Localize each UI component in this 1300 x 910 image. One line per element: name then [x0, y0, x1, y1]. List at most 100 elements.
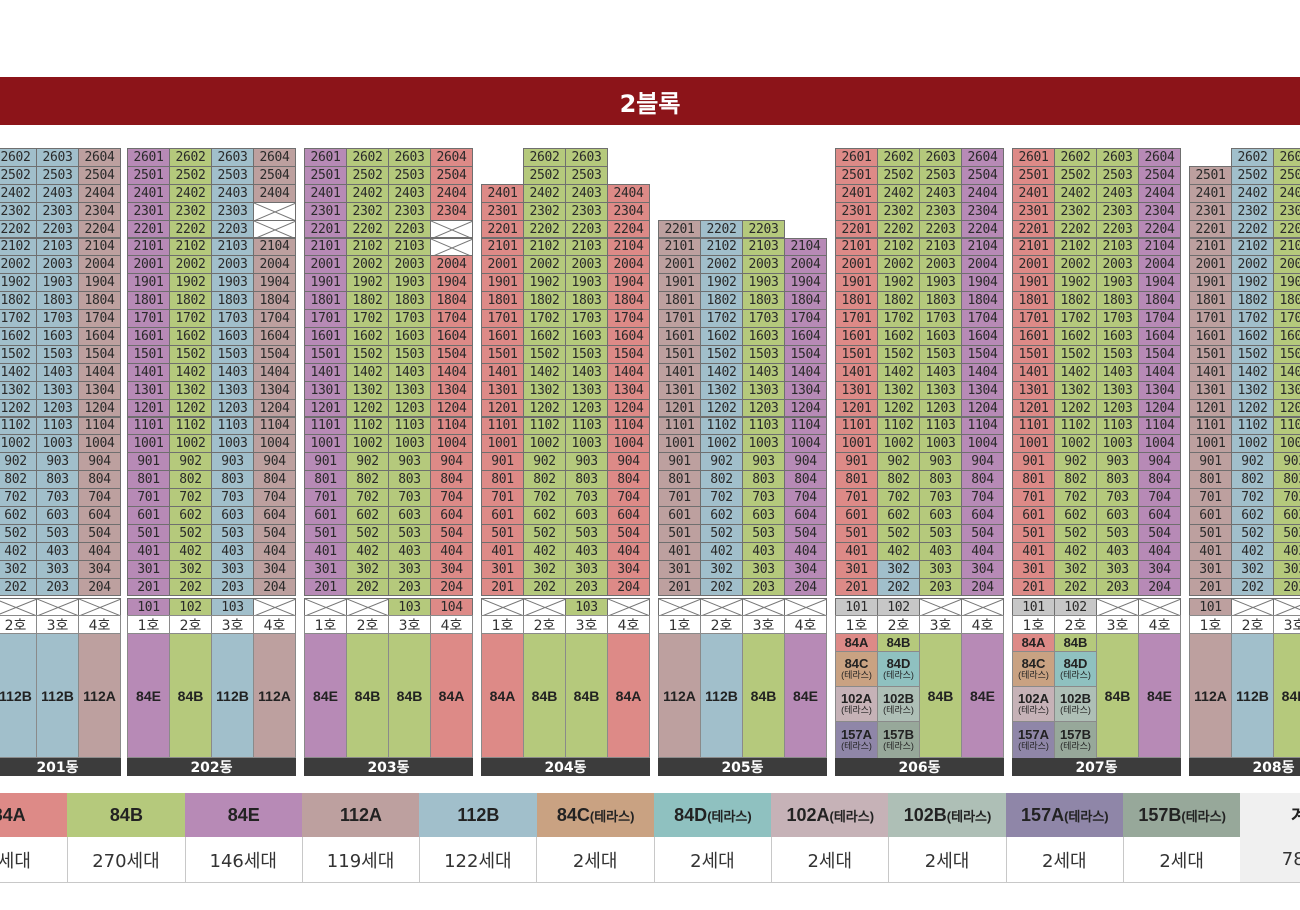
unit-cell: 804: [961, 470, 1004, 490]
unit-cell: 1801: [127, 291, 170, 311]
unit-cell: 504: [78, 523, 121, 543]
type-column: 112A: [658, 633, 701, 758]
unit-cell: 2202: [346, 219, 389, 239]
unit-cell: 2302: [346, 201, 389, 221]
type-column: 112B: [700, 633, 743, 758]
unit-cell: 1202: [0, 398, 37, 418]
unit-cell: 2204: [1138, 219, 1181, 239]
unit-cell: 2503: [1096, 165, 1139, 185]
unit-cell: 2601: [1012, 148, 1055, 167]
unit-cell: 2004: [607, 255, 650, 275]
unit-cell: 1604: [607, 327, 650, 346]
legend-type-label: 84C: [556, 804, 590, 825]
unit-cell: 903: [36, 452, 79, 472]
unit-cell: 2003: [919, 255, 962, 275]
unit-cell: 2103: [919, 237, 962, 257]
cross-mark-icon: [743, 599, 784, 615]
unit-cell: 1901: [481, 273, 524, 293]
unit-cell: 2301: [1012, 201, 1055, 221]
ho-label: 3호: [36, 615, 79, 634]
legend-terrace-note: (테라스): [829, 808, 875, 824]
unit-cell: 1602: [1231, 327, 1274, 346]
unit-cell: 1202: [169, 398, 212, 418]
unit-cell: 1501: [1012, 344, 1055, 364]
ho-label: 2호: [169, 615, 212, 634]
unit-cell: 2603: [388, 148, 431, 167]
unit-cell: 2302: [1231, 201, 1274, 221]
unit-cell: 703: [1273, 488, 1300, 507]
unit-cell: 602: [0, 506, 37, 525]
terrace-note: (테라스): [1018, 741, 1049, 752]
unit-cell: 1501: [481, 344, 524, 364]
unit-cell: 1104: [784, 416, 827, 436]
type-column: 84B: [346, 633, 389, 758]
ho-label: 1호: [304, 615, 347, 634]
unit-cell: 1003: [742, 434, 785, 454]
cross-mark-icon: [347, 599, 388, 615]
unit-cell: 1403: [1273, 362, 1300, 382]
unit-cell: 1802: [523, 291, 566, 311]
unit-cell: 204: [961, 577, 1004, 597]
unit-cell: 1003: [36, 434, 79, 454]
unit-cell: 1403: [565, 362, 608, 382]
unit-cell: 2002: [1231, 255, 1274, 275]
unit-cell: 1301: [481, 380, 524, 400]
unit-cell: 1403: [1096, 362, 1139, 382]
unit-cell: 1101: [304, 416, 347, 436]
unit-cell: 1601: [127, 327, 170, 346]
unit-cell: 503: [1096, 523, 1139, 543]
unit-cell: 203: [388, 577, 431, 597]
unit-cell: 704: [1138, 488, 1181, 507]
unit-cell: 1001: [127, 434, 170, 454]
unit-cell: 604: [607, 506, 650, 525]
unit-cell: 604: [430, 506, 473, 525]
unit-cell: 1804: [430, 291, 473, 311]
unit-cell: 701: [304, 488, 347, 507]
unit-cell: 704: [430, 488, 473, 507]
unit-cell: 204: [784, 577, 827, 597]
unit-cell: 2504: [78, 165, 121, 185]
unit-cell: 1903: [919, 273, 962, 293]
unit-cell: 1103: [36, 416, 79, 436]
unit-cell: 1403: [211, 362, 254, 382]
unit-cell: 1603: [919, 327, 962, 346]
unit-cell: 1503: [36, 344, 79, 364]
legend-count: 2세대: [653, 837, 773, 883]
cross-mark-icon: [1274, 599, 1300, 615]
unit-cell: 1204: [1138, 398, 1181, 418]
unit-cell: 1004: [784, 434, 827, 454]
unit-cell: 2204: [78, 219, 121, 239]
unit-cell: [253, 219, 296, 239]
unit-cell: 904: [430, 452, 473, 472]
unit-cell: 1502: [0, 344, 37, 364]
unit-cell: 1903: [388, 273, 431, 293]
type-subcell: 157B (테라스): [877, 721, 920, 759]
type-subcell: 102A (테라스): [1012, 686, 1055, 722]
unit-cell: 2003: [1273, 255, 1300, 275]
unit-cell: 102: [169, 598, 212, 616]
unit-cell: [961, 598, 1004, 616]
unit-cell: 503: [742, 523, 785, 543]
unit-cell: 1502: [877, 344, 920, 364]
type-column: 84E: [1138, 633, 1181, 758]
unit-cell: [1273, 598, 1300, 616]
unit-cell: 502: [700, 523, 743, 543]
unit-cell: 203: [1273, 577, 1300, 597]
unit-cell: 101: [1189, 598, 1232, 616]
unit-cell: 201: [127, 577, 170, 597]
unit-cell: 2002: [169, 255, 212, 275]
legend-type-label: 84A: [0, 804, 26, 825]
type-subcell: 84D (테라스): [1054, 651, 1097, 687]
unit-cell: 202: [1054, 577, 1097, 597]
unit-cell: 501: [127, 523, 170, 543]
unit-cell: 602: [1231, 506, 1274, 525]
unit-cell: 1303: [742, 380, 785, 400]
unit-cell: 1402: [346, 362, 389, 382]
unit-cell: 601: [1012, 506, 1055, 525]
unit-cell: 2303: [1273, 201, 1300, 221]
unit-cell: 1401: [481, 362, 524, 382]
legend-type: 84C (테라스): [536, 793, 655, 837]
ho-label: 4호: [784, 615, 827, 634]
unit-cell: 1204: [430, 398, 473, 418]
legend-type-label: 157A: [1021, 804, 1065, 825]
